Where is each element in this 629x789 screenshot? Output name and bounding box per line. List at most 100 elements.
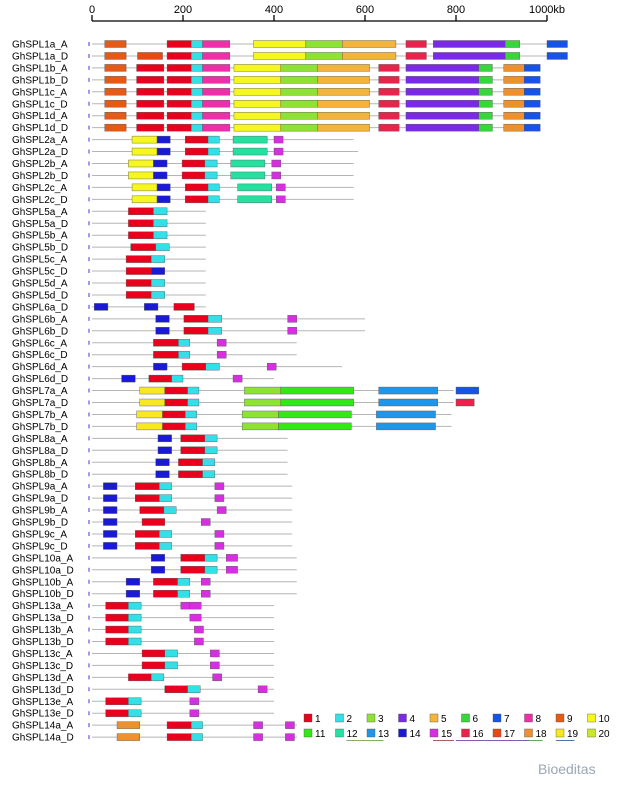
motif-9-box bbox=[104, 100, 127, 108]
motif-1-box bbox=[166, 111, 192, 120]
motif-2-box bbox=[190, 88, 203, 96]
legend-swatch bbox=[366, 713, 376, 723]
legend-swatch bbox=[587, 713, 596, 723]
motif-1-box bbox=[180, 554, 206, 562]
motif-15-box bbox=[214, 530, 225, 538]
motif-1-box bbox=[180, 566, 206, 574]
motif-14-box bbox=[103, 530, 118, 538]
motif-3-box bbox=[280, 111, 318, 120]
motif-1-box bbox=[166, 76, 192, 84]
motif-12-box bbox=[230, 171, 266, 180]
motif-1-box bbox=[136, 64, 165, 72]
motif-14-box bbox=[156, 195, 171, 204]
motif-15-box bbox=[200, 578, 211, 586]
motif-2-box bbox=[207, 315, 222, 323]
gene-label: GhSPL2c_A bbox=[12, 183, 67, 194]
motif-8-box bbox=[202, 64, 231, 72]
gene-label: GhSPL10b_D bbox=[12, 589, 74, 600]
gene-row: GhSPL5a_D bbox=[12, 219, 206, 230]
motif-18-box bbox=[503, 123, 525, 132]
motif-6-box bbox=[478, 100, 493, 108]
motif-9-box bbox=[104, 76, 127, 84]
motif-9-box bbox=[104, 88, 127, 96]
motif-2-box bbox=[187, 685, 201, 693]
motif-2-box bbox=[204, 434, 218, 443]
legend-swatch bbox=[492, 713, 502, 723]
motif-18-box bbox=[503, 88, 525, 96]
motif-2-box bbox=[153, 231, 168, 239]
motif-1-box bbox=[162, 422, 186, 431]
gene-row: GhSPL1a_D bbox=[12, 51, 568, 62]
gene-row: GhSPL8b_A bbox=[12, 458, 288, 469]
motif-16-box bbox=[405, 40, 427, 48]
gene-row: GhSPL9b_D bbox=[12, 518, 293, 529]
motif-2-box bbox=[150, 279, 165, 287]
motif-5-box bbox=[317, 76, 370, 84]
legend-swatch bbox=[429, 728, 439, 738]
motif-1-box bbox=[166, 100, 192, 108]
motif-8-box bbox=[202, 40, 231, 48]
gene-label: GhSPL1a_A bbox=[12, 40, 68, 51]
gene-label: GhSPL6b_A bbox=[12, 314, 68, 325]
gene-label: GhSPL6b_D bbox=[12, 326, 68, 337]
legend-label: 13 bbox=[378, 729, 390, 740]
motif-13-box bbox=[378, 386, 438, 395]
motif-1-box bbox=[166, 40, 192, 48]
axis-tick-label: 800 bbox=[447, 4, 465, 16]
motif-18-box bbox=[503, 76, 525, 84]
motif-5-box bbox=[317, 123, 370, 132]
motif-15-box bbox=[226, 566, 238, 574]
gene-row: GhSPL7b_D bbox=[12, 422, 452, 433]
gene-row: GhSPL10b_A bbox=[12, 577, 297, 588]
motif-19-box bbox=[136, 410, 163, 419]
legend-label: 6 bbox=[473, 714, 479, 725]
legend-swatch bbox=[524, 728, 533, 738]
gene-label: GhSPL6a_D bbox=[12, 302, 68, 313]
motif-1-box bbox=[185, 135, 209, 144]
legend-label: 15 bbox=[441, 729, 453, 740]
motif-2-box bbox=[190, 76, 203, 84]
motif-11-box bbox=[278, 410, 352, 419]
motif-15-box bbox=[189, 601, 202, 610]
motif-15-box bbox=[271, 171, 282, 180]
gene-label: GhSPL13d_A bbox=[12, 673, 73, 684]
gene-label: GhSPL7a_D bbox=[12, 398, 68, 409]
motif-8-box bbox=[202, 111, 231, 120]
motif-2-box bbox=[128, 709, 142, 717]
motif-14-box bbox=[103, 494, 118, 502]
motif-5-box bbox=[317, 100, 370, 108]
legend-label: 5 bbox=[441, 714, 447, 725]
motif-15-box bbox=[232, 374, 243, 383]
motif-2-box bbox=[153, 219, 168, 227]
gene-label: GhSPL1d_D bbox=[12, 123, 68, 134]
motif-2-box bbox=[128, 613, 142, 622]
motif-14-box bbox=[144, 303, 159, 311]
legend-label: 14 bbox=[410, 729, 422, 740]
legend-label: 20 bbox=[599, 729, 611, 740]
motif-15-box bbox=[257, 685, 268, 693]
gene-row: GhSPL2c_D bbox=[12, 195, 354, 206]
legend-swatch bbox=[492, 728, 502, 738]
motif-1-box bbox=[105, 637, 129, 646]
motif-1-box bbox=[166, 64, 192, 72]
motif-1-box bbox=[105, 697, 129, 705]
motif-16-box bbox=[378, 64, 400, 72]
motif-1-box bbox=[164, 386, 188, 395]
motif-1-box bbox=[166, 721, 192, 729]
motif-14-box bbox=[157, 446, 172, 454]
gene-row: GhSPL10b_D bbox=[12, 589, 297, 600]
legend-label: 2 bbox=[347, 714, 353, 725]
motif-13-box bbox=[376, 410, 436, 419]
gene-label: GhSPL13c_D bbox=[12, 661, 73, 672]
motif-1-box bbox=[135, 482, 160, 490]
gene-label: GhSPL7b_D bbox=[12, 422, 68, 433]
gene-row: GhSPL8a_D bbox=[12, 446, 288, 457]
motif-19-box bbox=[139, 398, 165, 407]
motif-7-box bbox=[455, 386, 479, 395]
gene-label: GhSPL9a_D bbox=[12, 494, 68, 505]
legend-label: 8 bbox=[536, 714, 542, 725]
motif-10-box bbox=[131, 135, 158, 144]
motif-10-box bbox=[131, 183, 158, 192]
motif-12-box bbox=[230, 159, 266, 168]
gene-label: GhSPL9c_D bbox=[12, 541, 68, 552]
